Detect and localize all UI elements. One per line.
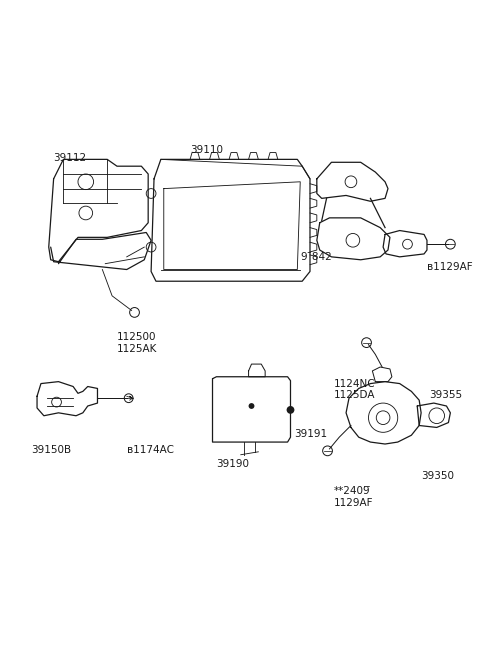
Text: 39112: 39112 xyxy=(54,152,87,162)
Text: 39110: 39110 xyxy=(190,145,223,155)
Text: 39190: 39190 xyxy=(216,459,250,468)
Circle shape xyxy=(287,406,294,414)
Text: ʙ1174AC: ʙ1174AC xyxy=(127,445,174,455)
Text: **2409̅
1129AF: **2409̅ 1129AF xyxy=(334,486,373,508)
Circle shape xyxy=(249,403,254,409)
Text: ʙ1129AF: ʙ1129AF xyxy=(427,261,473,272)
Text: 39355: 39355 xyxy=(429,390,462,400)
Text: 39350: 39350 xyxy=(421,471,454,482)
Text: 39191: 39191 xyxy=(294,430,327,440)
Text: 112500
1125AK: 112500 1125AK xyxy=(117,332,157,353)
Text: 9ˉ842: 9ˉ842 xyxy=(300,252,332,262)
Text: 1124NC
1125DA: 1124NC 1125DA xyxy=(334,378,375,400)
Text: 39150B: 39150B xyxy=(31,445,72,455)
